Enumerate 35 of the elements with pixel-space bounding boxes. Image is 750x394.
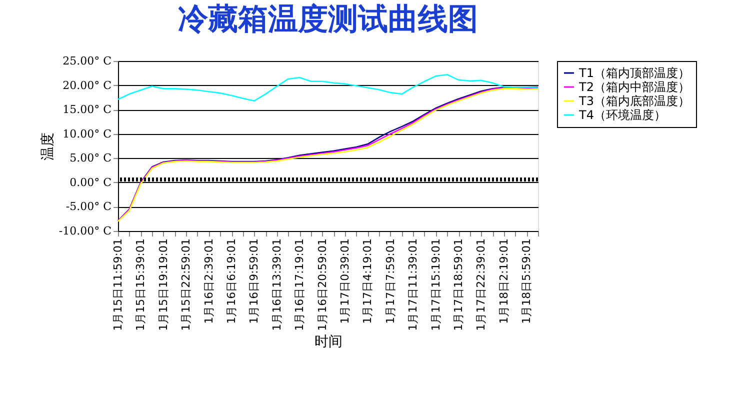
chart-title: 冷藏箱温度测试曲线图 bbox=[178, 2, 478, 37]
x-tick-label: 1月17日4:19:01 bbox=[361, 238, 374, 324]
x-tick-label: 1月17日11:39:01 bbox=[406, 238, 420, 331]
x-tick-label: 1月17日0:39:01 bbox=[338, 238, 352, 324]
line-series bbox=[117, 74, 539, 102]
x-tick-label: 1月16日13:39:01 bbox=[270, 238, 284, 331]
x-tick-label: 1月18日5:59:01 bbox=[520, 238, 534, 324]
x-tick-label: 1月16日17:19:01 bbox=[293, 238, 306, 331]
x-tick-label: 1月16日2:39:01 bbox=[202, 238, 216, 324]
x-axis-title: 时间 bbox=[314, 334, 342, 350]
y-tick-label: -5.00° C bbox=[66, 200, 112, 214]
x-tick-label: 1月17日15:19:01 bbox=[429, 238, 442, 331]
legend-label: T4（环境温度） bbox=[578, 108, 666, 122]
legend-label: T2（箱内中部温度） bbox=[578, 80, 690, 94]
x-tick-label: 1月15日11:59:01 bbox=[112, 238, 124, 331]
x-tick-label: 1月16日20:59:01 bbox=[316, 238, 329, 331]
x-tick-label: 1月16日6:19:01 bbox=[225, 238, 238, 324]
y-tick-label: 20.00° C bbox=[62, 78, 112, 92]
y-tick-label: -10.00° C bbox=[58, 224, 112, 238]
x-tick-label: 1月18日2:19:01 bbox=[497, 238, 510, 324]
y-tick-label: 0.00° C bbox=[70, 176, 112, 189]
legend-label: T1（箱内顶部温度） bbox=[578, 66, 690, 80]
y-axis-title: 温度 bbox=[40, 132, 56, 160]
y-tick-label: 10.00° C bbox=[62, 127, 112, 140]
legend-label: T3（箱内底部温度） bbox=[578, 94, 690, 108]
x-tick-label: 1月15日22:59:01 bbox=[180, 238, 193, 331]
x-tick-label: 1月17日7:59:01 bbox=[384, 238, 397, 324]
x-tick-label: 1月17日22:39:01 bbox=[474, 238, 488, 331]
x-tick-label: 1月16日9:59:01 bbox=[248, 238, 261, 324]
y-tick-label: 15.00° C bbox=[62, 103, 112, 116]
x-tick-label: 1月15日15:39:01 bbox=[134, 238, 148, 331]
y-tick-label: 5.00° C bbox=[70, 152, 112, 165]
x-tick-label: 1月17日18:59:01 bbox=[452, 238, 466, 331]
x-tick-label: 1月15日19:19:01 bbox=[156, 238, 170, 331]
y-tick-label: 25.00° C bbox=[62, 54, 112, 68]
